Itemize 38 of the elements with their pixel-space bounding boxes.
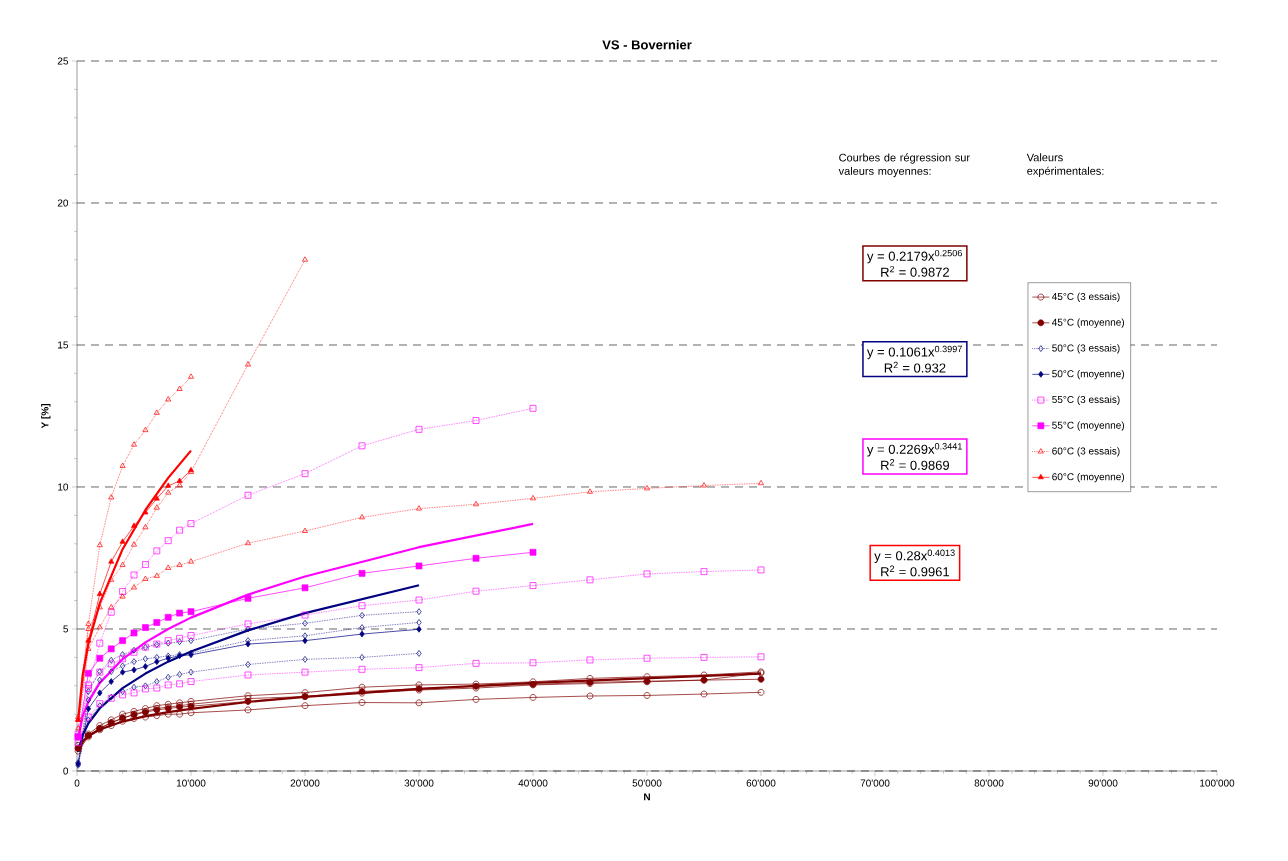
legend-label: 60°C (moyenne)	[1052, 472, 1125, 483]
legend-label: 60°C (3 essais)	[1052, 447, 1120, 457]
annotation: R$^{2}$ = 0.9872	[881, 265, 949, 277]
annotation: R$^{2}$ = 0.9869	[881, 459, 950, 470]
x-tick-label: 80'000	[974, 779, 1004, 787]
annotation: R$^{2}$ = 0.932	[884, 361, 946, 373]
x-tick-label: 60'000	[746, 779, 776, 787]
x-tick-label: 100'000	[1200, 779, 1235, 787]
annotation: R$^{2}$ = 0.9961	[881, 565, 950, 577]
legend-title: Valeurs expérimentales:	[1026, 153, 1104, 178]
annotation: Courbes de régression sur valeurs moyennes:	[838, 153, 970, 178]
legend-label: 50°C (3 essais)	[1052, 344, 1120, 354]
x-tick-label: 30'000	[404, 779, 434, 787]
x-tick-label: 40'000	[518, 779, 548, 787]
legend-label: 55°C (3 essais)	[1052, 395, 1120, 405]
y-tick-label: 0	[63, 767, 69, 775]
legend-label: 45°C (moyenne)	[1051, 318, 1125, 328]
x-tick-label: 70'000	[860, 779, 890, 787]
annotation: y = 0.2269x$^{0.3441}$	[866, 443, 962, 457]
chart-title: VS - Bovernier	[602, 39, 692, 50]
x-tick-label: 0	[74, 779, 80, 787]
x-tick-label: 10'000	[176, 779, 206, 787]
annotation: y = 0.2179x$^{0.2506}$	[866, 249, 962, 264]
legend-label: 45°C (3 essais)	[1051, 292, 1120, 303]
annotation: y = 0.1061x$^{0.3997}$	[866, 345, 962, 360]
annotation: y = 0.28x$^{0.4013}$	[874, 549, 955, 563]
x-axis-title: N	[644, 793, 650, 801]
legend-label: 55°C (moyenne)	[1052, 421, 1125, 431]
y-axis-title: Y [%]	[41, 404, 51, 429]
x-tick-label: 20'000	[290, 779, 320, 787]
y-tick-label: 5	[63, 625, 69, 633]
y-tick-label: 25	[57, 57, 69, 65]
y-tick-label: 10	[58, 483, 69, 491]
legend-label: 50°C (moyenne)	[1052, 369, 1125, 380]
y-tick-label: 20	[57, 199, 69, 207]
x-tick-label: 90'000	[1088, 779, 1118, 787]
y-tick-label: 15	[58, 341, 69, 349]
x-tick-label: 50'000	[632, 779, 662, 787]
